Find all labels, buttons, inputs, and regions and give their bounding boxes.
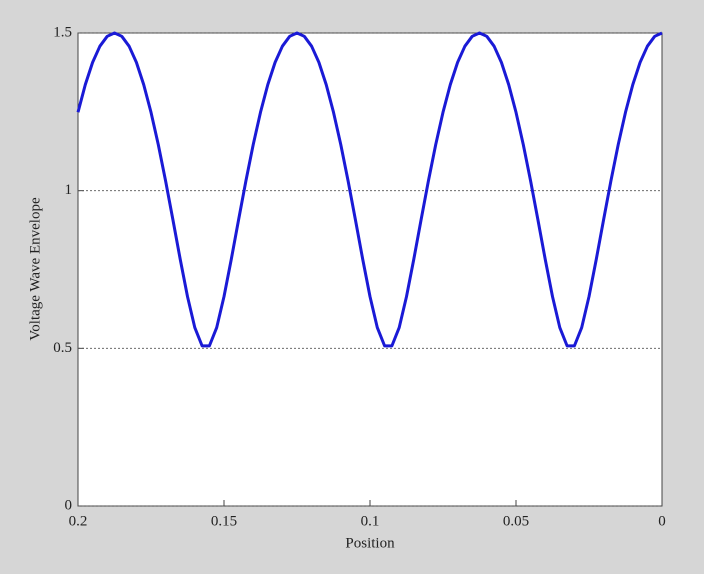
plot-area: [77, 32, 663, 507]
y-tick-label: 1.5: [53, 24, 72, 40]
x-tick-label: 0.15: [211, 513, 237, 529]
x-axis-label: Position: [345, 535, 395, 551]
x-tick-label: 0.1: [361, 513, 380, 529]
y-axis-label: Voltage Wave Envelope: [27, 197, 43, 341]
line-series: [76, 31, 663, 348]
x-tick-label: 0: [658, 513, 666, 529]
y-tick-label: 0: [65, 497, 73, 513]
y-tick-label: 0.5: [53, 340, 72, 356]
y-tick-label: 1: [65, 182, 73, 198]
x-tick-label: 0.05: [503, 513, 529, 529]
x-tick-label: 0.2: [69, 513, 88, 529]
